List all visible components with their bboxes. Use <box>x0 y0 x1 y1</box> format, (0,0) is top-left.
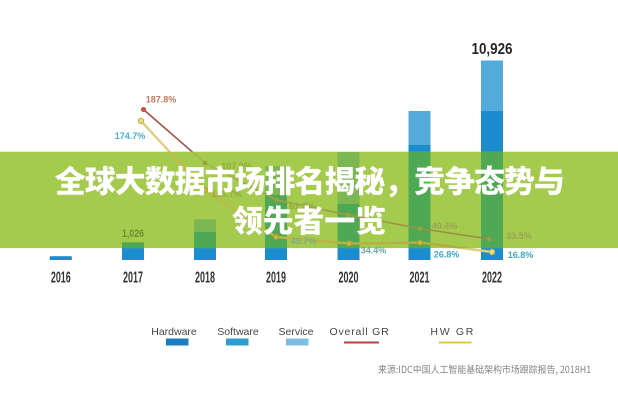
svg-text:2019: 2019 <box>266 268 286 287</box>
svg-text:107.0%: 107.0% <box>221 161 252 171</box>
svg-text:49.7%: 49.7% <box>291 236 317 246</box>
svg-text:33.5%: 33.5% <box>506 231 532 241</box>
svg-text:40.4%: 40.4% <box>432 221 458 231</box>
svg-text:105.7%: 105.7% <box>211 189 242 199</box>
svg-text:26.8%: 26.8% <box>434 249 460 259</box>
svg-text:2021: 2021 <box>410 268 430 287</box>
svg-text:187.8%: 187.8% <box>146 94 177 104</box>
svg-text:Overall GR: Overall GR <box>330 326 390 338</box>
svg-text:Hardware: Hardware <box>151 326 197 338</box>
svg-text:2017: 2017 <box>123 268 143 287</box>
svg-text:174.7%: 174.7% <box>115 131 146 141</box>
svg-text:2022: 2022 <box>482 268 502 287</box>
svg-text:34.4%: 34.4% <box>361 245 387 255</box>
svg-text:61.3%: 61.3% <box>289 201 315 211</box>
svg-text:2016: 2016 <box>51 268 71 287</box>
svg-text:Software: Software <box>217 326 259 338</box>
svg-text:HW GR: HW GR <box>430 326 475 338</box>
svg-text:10,926: 10,926 <box>472 41 513 58</box>
svg-text:1,026: 1,026 <box>122 228 144 240</box>
svg-text:16.8%: 16.8% <box>508 250 534 260</box>
svg-text:2020: 2020 <box>339 268 359 287</box>
svg-text:2018: 2018 <box>195 268 215 287</box>
svg-text:Service: Service <box>278 326 313 338</box>
